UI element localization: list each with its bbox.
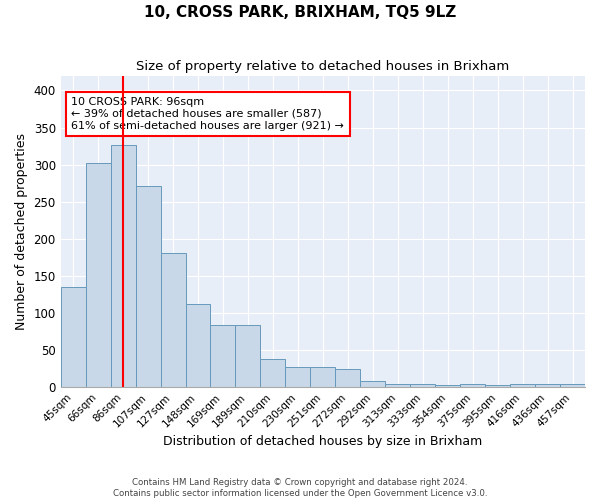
Bar	[136, 186, 161, 387]
Bar	[211, 325, 235, 387]
X-axis label: Distribution of detached houses by size in Brixham: Distribution of detached houses by size …	[163, 434, 482, 448]
Bar	[286, 367, 310, 387]
Bar	[161, 253, 185, 387]
Bar	[535, 384, 560, 387]
Bar	[460, 384, 485, 387]
Title: Size of property relative to detached houses in Brixham: Size of property relative to detached ho…	[136, 60, 509, 73]
Bar	[185, 304, 211, 387]
Bar	[335, 368, 360, 387]
Bar	[560, 384, 585, 387]
Text: 10 CROSS PARK: 96sqm
← 39% of detached houses are smaller (587)
61% of semi-deta: 10 CROSS PARK: 96sqm ← 39% of detached h…	[71, 98, 344, 130]
Y-axis label: Number of detached properties: Number of detached properties	[15, 133, 28, 330]
Bar	[360, 380, 385, 387]
Bar	[385, 384, 410, 387]
Bar	[510, 384, 535, 387]
Bar	[110, 144, 136, 387]
Bar	[260, 359, 286, 387]
Text: Contains HM Land Registry data © Crown copyright and database right 2024.
Contai: Contains HM Land Registry data © Crown c…	[113, 478, 487, 498]
Bar	[61, 287, 86, 387]
Bar	[410, 384, 435, 387]
Text: 10, CROSS PARK, BRIXHAM, TQ5 9LZ: 10, CROSS PARK, BRIXHAM, TQ5 9LZ	[144, 5, 456, 20]
Bar	[435, 385, 460, 387]
Bar	[235, 325, 260, 387]
Bar	[310, 367, 335, 387]
Bar	[86, 163, 110, 387]
Bar	[485, 385, 510, 387]
